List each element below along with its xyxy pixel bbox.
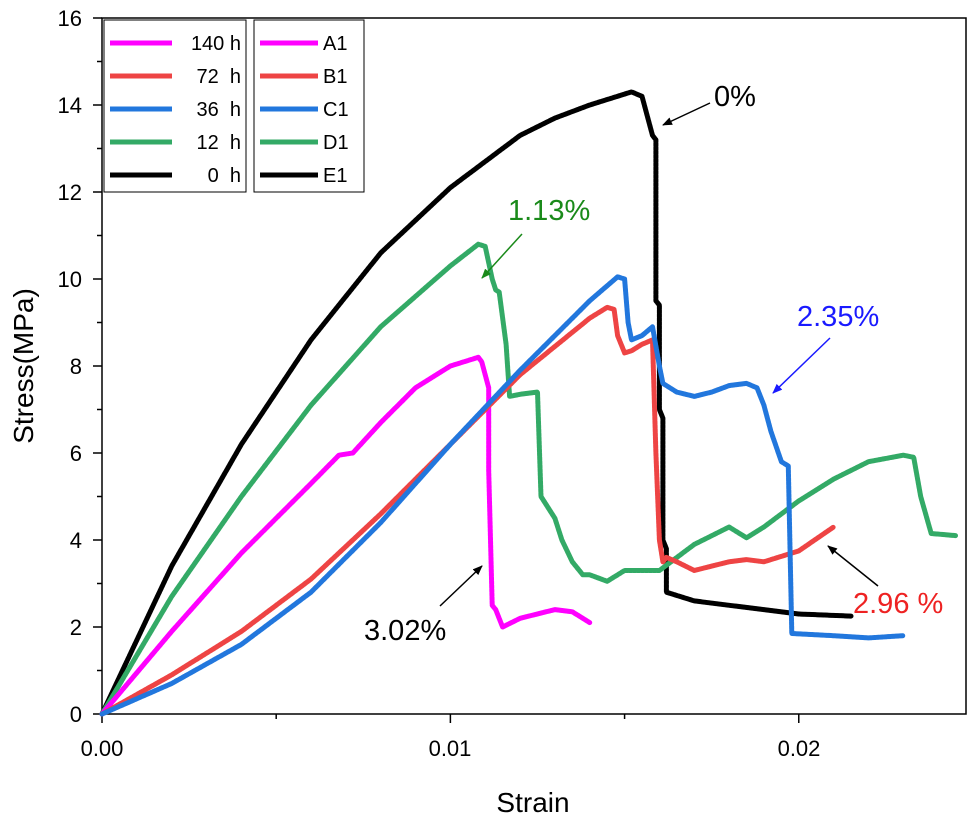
y-tick-label: 10 [58, 267, 82, 292]
series-line-140h [99, 354, 593, 717]
data-series [99, 89, 958, 717]
legend-label-A1: A1 [323, 33, 347, 55]
annotation-arrow-0pct [662, 102, 711, 126]
x-tick-label: 0.01 [429, 736, 472, 761]
y-tick-label: 0 [70, 702, 82, 727]
axis-ticks [93, 17, 800, 723]
legend-label-B1: B1 [323, 66, 347, 88]
y-tick-label: 6 [70, 441, 82, 466]
annotation-2-35pct: 2.35% [797, 301, 879, 333]
y-tick-label: 12 [58, 180, 82, 205]
y-axis-title: Stress(MPa) [8, 288, 39, 444]
legend-label-36h: 36 h [197, 99, 241, 121]
x-tick-label: 0.02 [778, 736, 821, 761]
y-tick-label: 4 [70, 528, 82, 553]
series-line-12h [99, 241, 958, 717]
annotation-arrow-3-02pct [439, 565, 483, 607]
annotation-2-96pct: 2.96 % [853, 588, 943, 620]
legend-label-D1: D1 [323, 132, 349, 154]
annotation-1-13pct: 1.13% [508, 195, 590, 227]
x-axis-title: Strain [496, 787, 569, 818]
legend-left-frame [103, 19, 247, 193]
y-tick-label: 14 [58, 93, 82, 118]
y-tick-label: 8 [70, 354, 82, 379]
legend-right: A1 B1 C1 D1 E1 [253, 19, 365, 193]
legend-label-E1: E1 [323, 165, 347, 187]
annotation-3-02pct: 3.02% [364, 615, 446, 647]
legend-label-C1: C1 [323, 99, 349, 121]
y-tick-label: 2 [70, 615, 82, 640]
y-tick-labels: 0 2 4 6 8 10 12 14 16 [58, 6, 82, 727]
annotation-0pct: 0% [714, 81, 756, 113]
series-line-36h [99, 274, 906, 717]
annotation-arrow-2-96pct [827, 545, 879, 587]
legend-label-140h: 140 h [191, 33, 241, 55]
legend-label-12h: 12 h [197, 132, 241, 154]
legend-label-72h: 72 h [197, 66, 241, 88]
annotations: 0% 1.13% 2.35% 3.02% 2.96 % [364, 81, 943, 647]
series-line-72h [99, 304, 837, 717]
annotation-arrow-2-35pct [772, 337, 831, 394]
annotation-arrow-1-13pct [481, 233, 523, 279]
y-tick-label: 16 [58, 6, 82, 31]
legend-left: 140 h 72 h 36 h 12 h 0 h [103, 19, 247, 193]
legend-right-frame [253, 19, 365, 193]
x-tick-label: 0.00 [81, 736, 124, 761]
legend-label-0h: 0 h [208, 165, 241, 187]
x-tick-labels: 0.00 0.01 0.02 [81, 736, 821, 761]
series-line-0h [99, 89, 854, 717]
